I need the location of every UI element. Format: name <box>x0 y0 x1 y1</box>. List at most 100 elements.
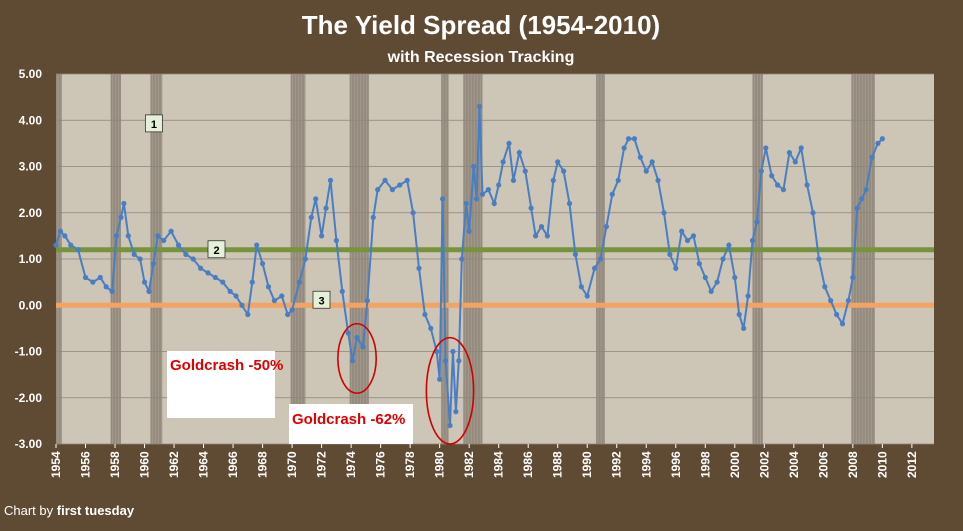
data-point <box>416 265 422 271</box>
data-point <box>774 182 781 188</box>
data-point <box>506 140 512 146</box>
data-point <box>453 409 459 415</box>
data-point <box>370 214 376 220</box>
data-point <box>75 247 81 253</box>
data-point <box>655 177 661 183</box>
highlight-ellipse <box>425 336 475 445</box>
x-tick-label: 2010 <box>875 451 889 478</box>
data-point <box>259 261 266 267</box>
data-point <box>161 237 167 244</box>
y-tick-label: 0.00 <box>19 298 43 312</box>
x-tick-label: 1974 <box>344 451 358 478</box>
data-point <box>679 228 685 234</box>
x-tick-label: 2000 <box>728 451 742 478</box>
x-tick-label: 2006 <box>816 451 830 478</box>
data-point <box>125 233 131 239</box>
data-point <box>491 200 497 207</box>
data-point <box>538 224 545 230</box>
data-point <box>485 187 491 193</box>
data-point <box>168 228 174 234</box>
data-point <box>649 159 655 165</box>
data-point <box>696 261 702 267</box>
data-point <box>732 274 738 281</box>
data-point <box>471 163 477 170</box>
annotation-goldcrash-62: Goldcrash -62% <box>292 411 405 428</box>
data-point <box>702 274 708 281</box>
credit-brand: first tuesday <box>56 503 135 518</box>
y-tick-label: 4.00 <box>19 113 43 127</box>
series-layer <box>53 103 885 429</box>
data-point <box>437 376 443 382</box>
data-point <box>345 330 351 336</box>
data-point <box>726 242 732 248</box>
data-point <box>643 168 649 174</box>
data-point <box>190 256 196 262</box>
data-point <box>516 150 522 156</box>
data-point <box>609 191 615 197</box>
reference-marker-box <box>312 290 331 309</box>
data-point <box>708 288 714 294</box>
data-point <box>510 177 517 183</box>
data-point <box>198 265 204 271</box>
data-point <box>389 187 396 193</box>
x-tick-label: 1968 <box>256 451 270 478</box>
data-point <box>875 140 881 146</box>
data-point <box>854 205 860 211</box>
annotation-goldcrash-50: Goldcrash -50% <box>170 357 283 374</box>
data-point <box>816 256 822 262</box>
data-point <box>302 256 308 262</box>
data-point <box>754 219 760 225</box>
x-tick-label: 1956 <box>79 451 93 478</box>
data-point <box>667 251 673 257</box>
highlight-ellipses <box>337 322 475 445</box>
x-tick-label: 1992 <box>610 451 624 478</box>
data-point <box>57 228 64 234</box>
data-point <box>442 358 449 364</box>
data-point <box>496 182 502 188</box>
y-tick-label: 5.00 <box>19 67 43 81</box>
data-point <box>566 200 573 207</box>
data-point <box>279 293 285 299</box>
data-point <box>637 154 643 160</box>
x-tick-label: 1988 <box>551 451 565 478</box>
reference-marker-label: 2 <box>213 245 219 257</box>
data-point <box>333 237 339 244</box>
data-point <box>205 270 211 276</box>
chart-title: The Yield Spread (1954-2010) <box>302 10 660 40</box>
data-point <box>354 335 360 341</box>
x-tick-label: 2004 <box>787 451 801 478</box>
data-point <box>254 242 260 248</box>
data-point <box>459 256 465 262</box>
reference-lines: 2 3 1 <box>56 114 934 309</box>
data-point <box>62 233 68 239</box>
chart-subtitle: with Recession Tracking <box>387 49 575 66</box>
data-point <box>175 242 182 248</box>
data-point <box>592 265 598 271</box>
data-point <box>828 298 834 304</box>
y-tick-label: -3.00 <box>15 437 43 451</box>
data-point <box>183 251 189 257</box>
data-point <box>141 279 148 285</box>
data-point <box>879 136 885 142</box>
data-point <box>53 242 59 248</box>
data-point <box>850 274 856 281</box>
data-point <box>137 256 143 262</box>
data-point <box>327 177 334 183</box>
data-point <box>584 293 590 299</box>
data-point <box>109 288 115 294</box>
data-point <box>233 293 239 299</box>
x-tick-label: 1954 <box>49 451 63 478</box>
data-point <box>313 196 319 202</box>
data-point <box>792 159 798 165</box>
data-point <box>479 191 486 197</box>
data-point <box>265 284 272 290</box>
data-point <box>466 228 472 234</box>
data-point <box>410 210 416 216</box>
y-tick-label: 1.00 <box>19 252 43 266</box>
data-point <box>118 214 124 220</box>
data-point <box>239 302 245 308</box>
reference-marker-box <box>207 240 226 259</box>
data-point <box>749 237 756 244</box>
data-point <box>397 182 403 188</box>
data-point <box>150 261 156 267</box>
